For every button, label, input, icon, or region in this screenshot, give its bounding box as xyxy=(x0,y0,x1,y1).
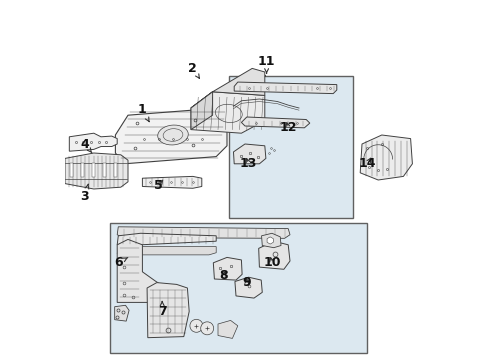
Polygon shape xyxy=(267,237,273,244)
Bar xyxy=(110,223,368,353)
Text: 13: 13 xyxy=(240,157,257,170)
Polygon shape xyxy=(117,227,290,238)
Polygon shape xyxy=(360,135,413,180)
Polygon shape xyxy=(117,239,166,302)
Text: 5: 5 xyxy=(154,179,163,192)
Polygon shape xyxy=(191,68,265,108)
Polygon shape xyxy=(259,241,290,269)
Polygon shape xyxy=(69,133,117,151)
Text: 12: 12 xyxy=(279,121,297,134)
Bar xyxy=(114,163,117,177)
Text: 8: 8 xyxy=(219,269,228,282)
Polygon shape xyxy=(218,320,238,338)
Text: 6: 6 xyxy=(114,256,128,269)
Text: 14: 14 xyxy=(359,157,376,170)
Text: 3: 3 xyxy=(80,184,89,203)
Text: 2: 2 xyxy=(189,62,199,78)
Text: 4: 4 xyxy=(80,138,92,153)
Text: 10: 10 xyxy=(263,256,281,269)
Polygon shape xyxy=(115,305,129,321)
Polygon shape xyxy=(262,233,281,248)
Bar xyxy=(81,163,84,177)
Bar xyxy=(102,163,106,177)
Ellipse shape xyxy=(158,125,188,145)
Text: 1: 1 xyxy=(138,103,149,122)
Polygon shape xyxy=(213,257,242,280)
Bar xyxy=(229,76,353,218)
Polygon shape xyxy=(116,108,227,164)
Text: 11: 11 xyxy=(258,55,275,73)
Polygon shape xyxy=(191,92,265,133)
Polygon shape xyxy=(117,233,216,245)
Text: 9: 9 xyxy=(243,276,251,289)
Circle shape xyxy=(190,319,203,332)
Polygon shape xyxy=(234,82,337,94)
Polygon shape xyxy=(235,277,262,298)
Polygon shape xyxy=(191,92,213,130)
Bar xyxy=(70,163,74,177)
Polygon shape xyxy=(143,176,202,188)
Polygon shape xyxy=(242,117,310,128)
Polygon shape xyxy=(117,247,216,255)
Polygon shape xyxy=(233,144,266,164)
Bar xyxy=(92,163,95,177)
Circle shape xyxy=(201,322,214,335)
Text: 7: 7 xyxy=(158,302,167,318)
Polygon shape xyxy=(65,153,128,189)
Polygon shape xyxy=(147,283,189,338)
